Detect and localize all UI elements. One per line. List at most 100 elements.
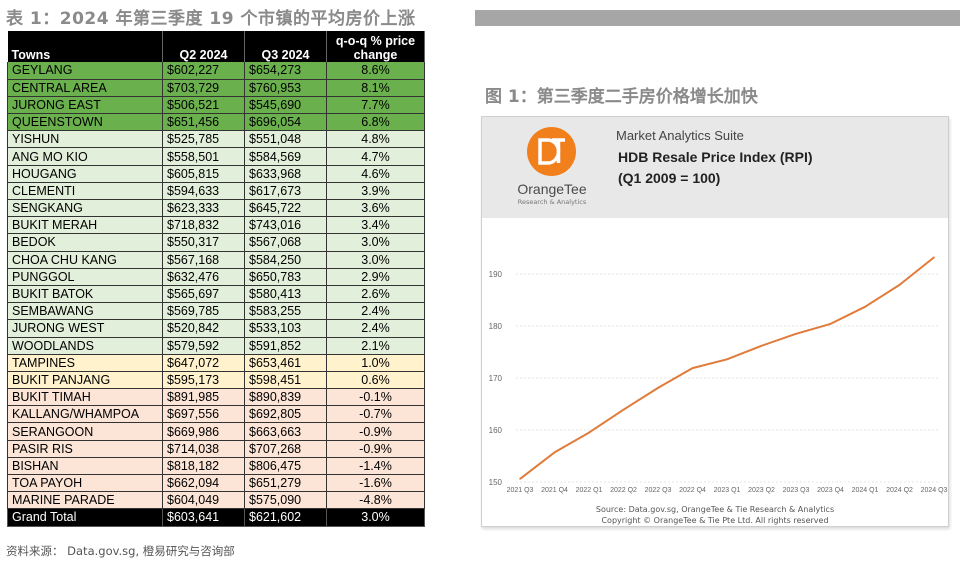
table-row: CLEMENTI $594,633 $617,673 3.9% <box>7 182 425 201</box>
cell-town: TAMPINES <box>7 354 163 372</box>
chart-title: HDB Resale Price Index (RPI) <box>618 149 813 165</box>
cell-q2-2024: $714,038 <box>162 440 245 458</box>
table-row: HOUGANG $605,815 $633,968 4.6% <box>7 165 425 183</box>
cell-q2-2024: $565,697 <box>162 285 245 304</box>
cell-q2-2024: $525,785 <box>162 130 245 149</box>
rpi-data-point <box>829 323 832 325</box>
towns-price-table: Towns Q2 2024 Q3 2024 q-o-q % price chan… <box>7 31 425 527</box>
rpi-data-point <box>691 367 694 369</box>
header-q2-2024: Q2 2024 <box>162 31 245 62</box>
cell-change: -0.1% <box>326 388 425 407</box>
cell-q2-2024: $569,785 <box>162 302 245 321</box>
cell-change: 1.0% <box>326 354 425 372</box>
table-row: BUKIT TIMAH $891,985 $890,839 -0.1% <box>7 388 425 407</box>
cell-town: PUNGGOL <box>7 268 163 286</box>
cell-q3-2024: $890,839 <box>244 388 327 407</box>
chart-source: Source: Data.gov.sg, OrangeTee & Tie Res… <box>595 505 835 514</box>
cell-town: BUKIT PANJANG <box>7 371 163 390</box>
cell-q2-2024: $595,173 <box>162 371 245 390</box>
table-row: MARINE PARADE $604,049 $575,090 -4.8% <box>7 491 425 510</box>
total-q3-2024: $621,602 <box>244 508 327 527</box>
cell-q3-2024: $584,569 <box>244 147 327 166</box>
cell-change: -0.9% <box>326 422 425 441</box>
cell-q3-2024: $806,475 <box>244 457 327 476</box>
rpi-data-point <box>622 408 625 411</box>
cell-town: BUKIT TIMAH <box>7 388 163 407</box>
cell-q2-2024: $623,333 <box>162 199 245 218</box>
cell-change: 3.6% <box>326 199 425 218</box>
cell-q2-2024: $632,476 <box>162 268 245 286</box>
cell-q3-2024: $650,783 <box>244 268 327 286</box>
cell-q2-2024: $579,592 <box>162 337 245 355</box>
cell-q2-2024: $669,986 <box>162 422 245 441</box>
header-towns: Towns <box>7 31 163 62</box>
cell-q2-2024: $602,227 <box>162 62 245 80</box>
cell-q2-2024: $697,556 <box>162 405 245 424</box>
cell-q2-2024: $594,633 <box>162 182 245 201</box>
cell-q3-2024: $743,016 <box>244 216 327 235</box>
cell-change: 2.4% <box>326 302 425 321</box>
source-note: 资料来源： Data.gov.sg, 橙易研究与咨询部 <box>6 544 235 558</box>
cell-town: YISHUN <box>7 130 163 149</box>
y-tick-label: 190 <box>489 270 503 279</box>
cell-town: BUKIT BATOK <box>7 285 163 304</box>
rpi-series-line <box>519 256 935 480</box>
cell-q3-2024: $551,048 <box>244 130 327 149</box>
cell-town: SERANGOON <box>7 422 163 441</box>
rpi-data-point <box>864 305 866 308</box>
cell-change: 3.4% <box>326 216 425 235</box>
table-row: BEDOK $550,317 $567,068 3.0% <box>7 233 425 252</box>
cell-q3-2024: $583,255 <box>244 302 327 321</box>
cell-q2-2024: $550,317 <box>162 233 245 252</box>
cell-q3-2024: $591,852 <box>244 337 327 355</box>
cell-change: 3.0% <box>326 251 425 269</box>
table-row: YISHUN $525,785 $551,048 4.8% <box>7 130 425 149</box>
cell-q3-2024: $633,968 <box>244 165 327 183</box>
cell-q2-2024: $604,049 <box>162 491 245 510</box>
table-row: CHOA CHU KANG $567,168 $584,250 3.0% <box>7 251 425 269</box>
x-tick-label: 2024 Q2 <box>886 487 913 494</box>
rpi-data-point <box>795 333 797 335</box>
cell-q3-2024: $533,103 <box>244 319 327 338</box>
rpi-data-point <box>553 451 556 454</box>
cell-town: TOA PAYOH <box>7 474 163 493</box>
x-tick-label: 2021 Q4 <box>541 487 568 494</box>
cell-q2-2024: $662,094 <box>162 474 245 493</box>
table-row: CENTRAL AREA $703,729 $760,953 8.1% <box>7 79 425 97</box>
cell-change: 4.7% <box>326 147 425 166</box>
cell-q3-2024: $575,090 <box>244 491 327 510</box>
y-tick-label: 170 <box>489 374 503 383</box>
cell-town: HOUGANG <box>7 165 163 183</box>
cell-q2-2024: $703,729 <box>162 79 245 97</box>
cell-change: -0.7% <box>326 405 425 424</box>
cell-town: BISHAN <box>7 457 163 476</box>
cell-q3-2024: $651,279 <box>244 474 327 493</box>
cell-q2-2024: $558,501 <box>162 147 245 166</box>
table-row: ANG MO KIO $558,501 $584,569 4.7% <box>7 147 425 166</box>
cell-q3-2024: $654,273 <box>244 62 327 80</box>
total-change: 3.0% <box>326 508 425 527</box>
decorative-bar <box>475 10 960 26</box>
cell-q2-2024: $605,815 <box>162 165 245 183</box>
cell-q3-2024: $663,663 <box>244 422 327 441</box>
rpi-line-chart: 150 160 170 180 190 2021 Q3 2021 Q4 2022 Q1 2022… <box>489 256 948 494</box>
cell-change: 3.9% <box>326 182 425 201</box>
cell-q3-2024: $653,461 <box>244 354 327 372</box>
rpi-data-point <box>657 387 659 389</box>
cell-change: -1.6% <box>326 474 425 493</box>
cell-change: 0.6% <box>326 371 425 390</box>
cell-town: JURONG EAST <box>7 96 163 115</box>
cell-town: CHOA CHU KANG <box>7 251 163 269</box>
cell-change: -1.4% <box>326 457 425 476</box>
x-tick-label: 2021 Q3 <box>507 487 534 494</box>
x-tick-label: 2022 Q4 <box>679 487 706 494</box>
cell-town: WOODLANDS <box>7 337 163 355</box>
x-tick-label: 2022 Q3 <box>645 487 672 494</box>
x-tick-label: 2022 Q1 <box>576 487 603 494</box>
table-row: PUNGGOL $632,476 $650,783 2.9% <box>7 268 425 286</box>
cell-q2-2024: $520,842 <box>162 319 245 338</box>
cell-change: 8.6% <box>326 62 425 80</box>
table-row: BUKIT PANJANG $595,173 $598,451 0.6% <box>7 371 425 390</box>
orangetee-logo-icon <box>527 127 576 176</box>
cell-town: BUKIT MERAH <box>7 216 163 235</box>
